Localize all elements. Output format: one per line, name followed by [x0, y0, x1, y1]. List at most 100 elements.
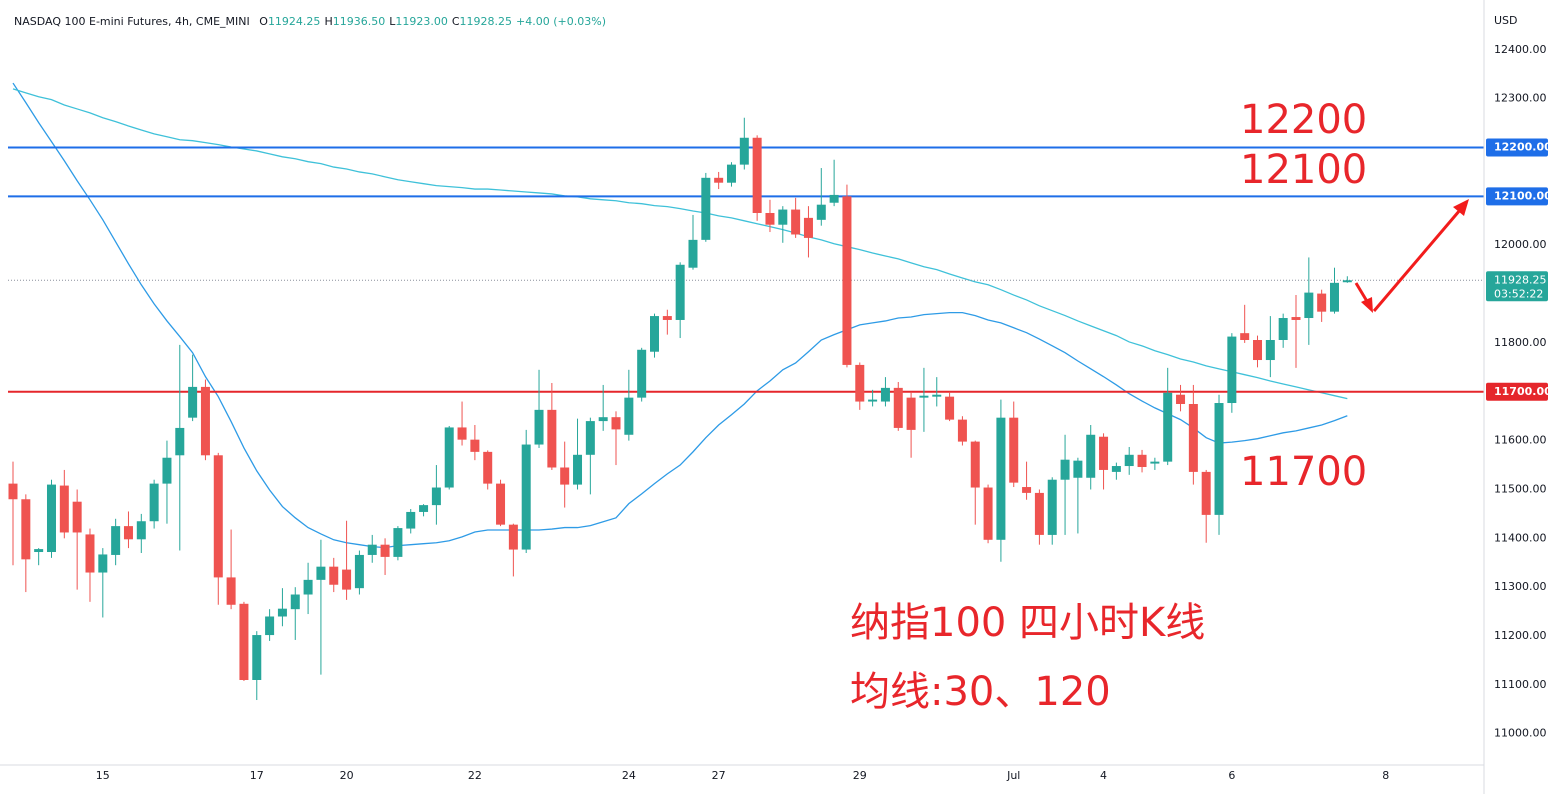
x-tick-label: 29 — [853, 769, 867, 782]
level-tag-label: 12200.00 — [1494, 141, 1552, 154]
candle-body — [123, 526, 133, 540]
candle-body — [316, 566, 326, 580]
candle-body — [637, 349, 647, 398]
candle-body — [1150, 461, 1160, 464]
x-tick-label: 27 — [712, 769, 726, 782]
candle-body — [816, 204, 826, 220]
level-tag-label: 11700.00 — [1494, 385, 1552, 398]
arrow-head — [1361, 297, 1373, 313]
legend-value: 11924.25 — [268, 15, 321, 28]
legend-key: C — [452, 15, 460, 28]
candle-body — [265, 616, 275, 636]
candle-body — [957, 419, 967, 442]
x-tick-label: 15 — [96, 769, 110, 782]
candle-body — [842, 196, 852, 365]
candle-body — [598, 417, 608, 422]
annotation: 12200 — [1240, 97, 1367, 143]
candle-body — [1304, 292, 1314, 319]
y-tick-label: 11000.00 — [1494, 727, 1547, 740]
level-tag — [1486, 382, 1548, 401]
candle-body — [714, 177, 724, 183]
candle-body — [765, 212, 775, 225]
y-tick-label: 11500.00 — [1494, 482, 1547, 495]
candle-body — [175, 427, 185, 456]
candle-body — [303, 579, 313, 595]
symbol-title: NASDAQ 100 E-mini Futures, 4h, CME_MINI — [14, 15, 250, 28]
candle-body — [650, 316, 659, 352]
level-tag — [1486, 187, 1548, 206]
annotation: 均线:30、120 — [850, 669, 1111, 715]
candle-body — [393, 528, 403, 557]
y-tick-label: 11300.00 — [1494, 580, 1547, 593]
legend-value: 11936.50 — [333, 15, 386, 28]
y-tick-label: 12000.00 — [1494, 238, 1547, 251]
countdown-label: 03:52:22 — [1494, 287, 1543, 300]
currency-label: USD — [1494, 14, 1518, 27]
legend-key: O — [259, 15, 268, 28]
candle-body — [1163, 392, 1173, 462]
y-tick-label: 11200.00 — [1494, 629, 1547, 642]
candle-body — [1342, 280, 1352, 283]
candle-body — [367, 544, 377, 555]
y-tick-label: 12400.00 — [1494, 43, 1547, 56]
level-tag-label: 12100.00 — [1494, 189, 1552, 202]
x-tick-label: 4 — [1100, 769, 1107, 782]
candle-body — [406, 511, 416, 529]
candle-body — [906, 397, 916, 430]
candle-body — [919, 395, 929, 398]
candle-body — [970, 441, 980, 488]
candle-body — [1188, 403, 1198, 472]
annotation: 11700 — [1240, 449, 1367, 495]
candle-body — [188, 386, 198, 418]
candle-body — [380, 544, 390, 557]
candle-body — [419, 505, 429, 512]
price-axis: 11000.00 11100.00 11200.00 11300.00 11400.00… — [96, 43, 1552, 782]
x-tick-label: 6 — [1228, 769, 1235, 782]
candle-body — [701, 177, 711, 240]
candle-body — [688, 239, 698, 268]
candle-body — [855, 364, 865, 402]
candle-body — [444, 427, 454, 488]
candle-body — [1124, 454, 1134, 467]
candle-body — [72, 501, 82, 533]
candle-body — [1176, 394, 1186, 404]
candle-body — [1022, 487, 1032, 493]
candle-body — [1009, 417, 1019, 483]
x-tick-label: 20 — [340, 769, 354, 782]
candle-body — [98, 554, 108, 573]
candle-body — [739, 137, 749, 165]
candle-body — [149, 483, 159, 522]
candle-body — [277, 608, 287, 617]
candle-body — [1329, 282, 1339, 312]
candle-body — [893, 387, 903, 428]
candle-body — [1265, 340, 1275, 361]
candle-body — [239, 603, 249, 680]
candle-body — [290, 594, 300, 610]
candle-body — [585, 421, 595, 455]
candle-body — [1240, 333, 1250, 340]
candle-body — [1073, 460, 1083, 478]
candle-body — [573, 454, 583, 485]
candle-body — [752, 137, 762, 213]
candle-body — [496, 483, 506, 525]
arrow — [1354, 282, 1370, 304]
last-price-tag — [1486, 271, 1548, 302]
annotation: 纳指100 四小时K线 — [850, 600, 1205, 646]
y-tick-label: 11100.00 — [1494, 678, 1547, 691]
x-tick-label: 8 — [1382, 769, 1389, 782]
candle-body — [162, 457, 172, 484]
candle-body — [1201, 471, 1211, 515]
x-tick-label: 24 — [622, 769, 636, 782]
legend-key: H — [324, 15, 332, 28]
candle-body — [483, 451, 493, 484]
candle-body — [200, 386, 210, 456]
arrow — [1372, 209, 1462, 312]
candle-body — [675, 264, 685, 320]
candle-body — [560, 467, 570, 485]
candle-body — [996, 417, 1006, 540]
candle-body — [1047, 479, 1057, 535]
candle-body — [1227, 336, 1237, 404]
candle-body — [521, 444, 531, 550]
candle-body — [791, 209, 801, 235]
candle-body — [1137, 454, 1147, 468]
